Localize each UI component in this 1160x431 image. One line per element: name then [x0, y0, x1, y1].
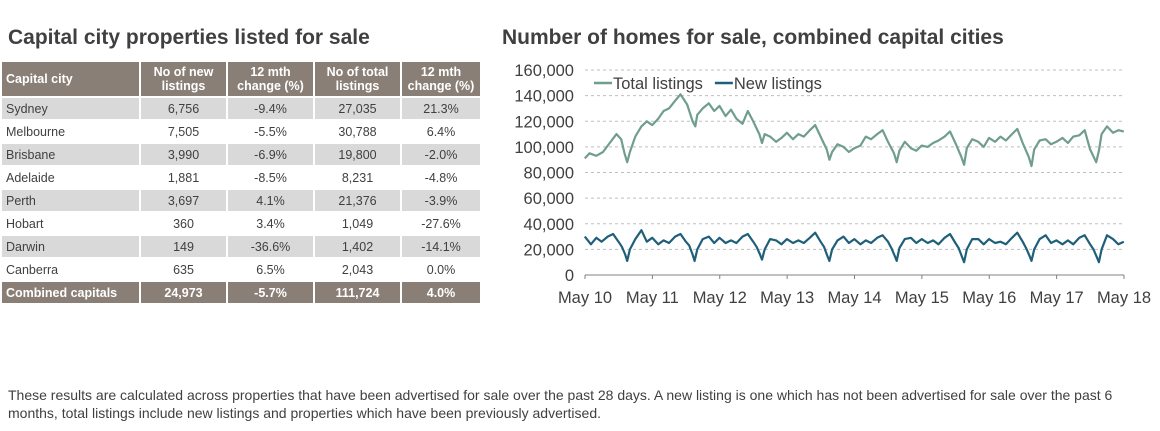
table-row: Darwin 149 -36.6% 1,402 -14.1%	[2, 235, 482, 259]
total-listings: 2,043	[314, 258, 402, 282]
total-listings-change: 0.0%	[401, 258, 482, 282]
city-name: Canberra	[2, 258, 141, 282]
column-header: 12 mth change (%)	[401, 62, 482, 98]
total-listings-change: -14.1%	[401, 235, 482, 259]
table-row: Perth 3,697 4.1% 21,376 -3.9%	[2, 189, 482, 213]
x-tick-label: May 13	[760, 289, 814, 307]
city-name: Perth	[2, 189, 141, 213]
new-listings: 1,881	[140, 166, 228, 190]
x-tick-label: May 18	[1097, 289, 1151, 307]
x-tick-label: May 10	[558, 289, 612, 307]
y-tick-label: 140,000	[514, 88, 574, 106]
total-listings: 8,231	[314, 166, 402, 190]
total-listings-line	[583, 93, 1125, 168]
footnote: These results are calculated across prop…	[8, 387, 1113, 421]
total-listings: 1,049	[314, 212, 402, 236]
column-header: No of new listings	[140, 62, 228, 98]
legend-label: New listings	[734, 75, 822, 93]
new-listings-change: 3.4%	[227, 212, 315, 236]
total-listings-change: -27.6%	[401, 212, 482, 236]
total-listings: 27,035	[314, 97, 402, 121]
city-name: Brisbane	[2, 143, 141, 167]
new-listings: 360	[140, 212, 228, 236]
total-listings-change: 6.4%	[401, 120, 482, 144]
total-listings-change: -4.8%	[401, 166, 482, 190]
y-tick-label: 160,000	[514, 62, 574, 80]
y-tick-label: 40,000	[524, 216, 574, 234]
new-listings-change: -36.6%	[227, 235, 315, 259]
new-listings: 149	[140, 235, 228, 259]
new-listings: 3,697	[140, 189, 228, 213]
new-listings: 635	[140, 258, 228, 282]
total-listings-change: -3.9%	[401, 189, 482, 213]
new-listings: 6,756	[140, 97, 228, 121]
table-row: Adelaide 1,881 -8.5% 8,231 -4.8%	[2, 166, 482, 190]
y-tick-label: 100,000	[514, 139, 574, 157]
x-tick-label: May 17	[1030, 289, 1084, 307]
table-row: Brisbane 3,990 -6.9% 19,800 -2.0%	[2, 143, 482, 167]
total-listings: 19,800	[314, 143, 402, 167]
table-header-row: Capital city No of new listings 12 mth c…	[2, 62, 482, 98]
x-tick-label: May 15	[895, 289, 949, 307]
new-listings-change: -5.5%	[227, 120, 315, 144]
table-row: Sydney 6,756 -9.4% 27,035 21.3%	[2, 97, 482, 121]
column-header: 12 mth change (%)	[227, 62, 315, 98]
total-new-listings: 24,973	[140, 281, 228, 305]
total-listings-change: 21.3%	[401, 97, 482, 121]
x-tick-label: May 16	[962, 289, 1016, 307]
city-name: Sydney	[2, 97, 141, 121]
legend-label: Total listings	[613, 75, 703, 93]
new-listings-change: -8.5%	[227, 166, 315, 190]
new-listings-change: 4.1%	[227, 189, 315, 213]
table-title: Capital city properties listed for sale	[8, 26, 370, 49]
total-total-listings-change: 4.0%	[401, 281, 482, 305]
table-total-row: Combined capitals 24,973 -5.7% 111,724 4…	[2, 281, 482, 305]
y-tick-label: 80,000	[524, 165, 574, 183]
new-listings-change: 6.5%	[227, 258, 315, 282]
city-name: Adelaide	[2, 166, 141, 190]
column-header: Capital city	[2, 62, 141, 98]
listings-table: Capital city No of new listings 12 mth c…	[2, 62, 482, 305]
new-listings: 3,990	[140, 143, 228, 167]
city-name: Melbourne	[2, 120, 141, 144]
new-listings-line	[583, 229, 1125, 264]
total-listings: 30,788	[314, 120, 402, 144]
x-tick-label: May 11	[626, 289, 679, 307]
total-listings: 1,402	[314, 235, 402, 259]
new-listings: 7,505	[140, 120, 228, 144]
x-tick-label: May 14	[827, 289, 881, 307]
city-name: Darwin	[2, 235, 141, 259]
total-new-listings-change: -5.7%	[227, 281, 315, 305]
total-listings-change: -2.0%	[401, 143, 482, 167]
chart-title: Number of homes for sale, combined capit…	[502, 26, 1004, 49]
table-row: Hobart 360 3.4% 1,049 -27.6%	[2, 212, 482, 236]
table-row: Melbourne 7,505 -5.5% 30,788 6.4%	[2, 120, 482, 144]
new-listings-change: -6.9%	[227, 143, 315, 167]
y-tick-label: 0	[565, 267, 574, 285]
y-tick-label: 20,000	[524, 241, 574, 259]
city-name: Hobart	[2, 212, 141, 236]
total-total-listings: 111,724	[314, 281, 402, 305]
line-chart: 0 20,000 40,000 60,000 80,000 100,000 120,000 1…	[514, 62, 1151, 307]
y-tick-label: 120,000	[514, 113, 574, 131]
total-listings: 21,376	[314, 189, 402, 213]
table-row: Canberra 635 6.5% 2,043 0.0%	[2, 258, 482, 282]
x-tick-label: May 12	[693, 289, 747, 307]
y-tick-label: 60,000	[524, 190, 574, 208]
new-listings-change: -9.4%	[227, 97, 315, 121]
total-label: Combined capitals	[2, 281, 141, 305]
column-header: No of total listings	[314, 62, 402, 98]
